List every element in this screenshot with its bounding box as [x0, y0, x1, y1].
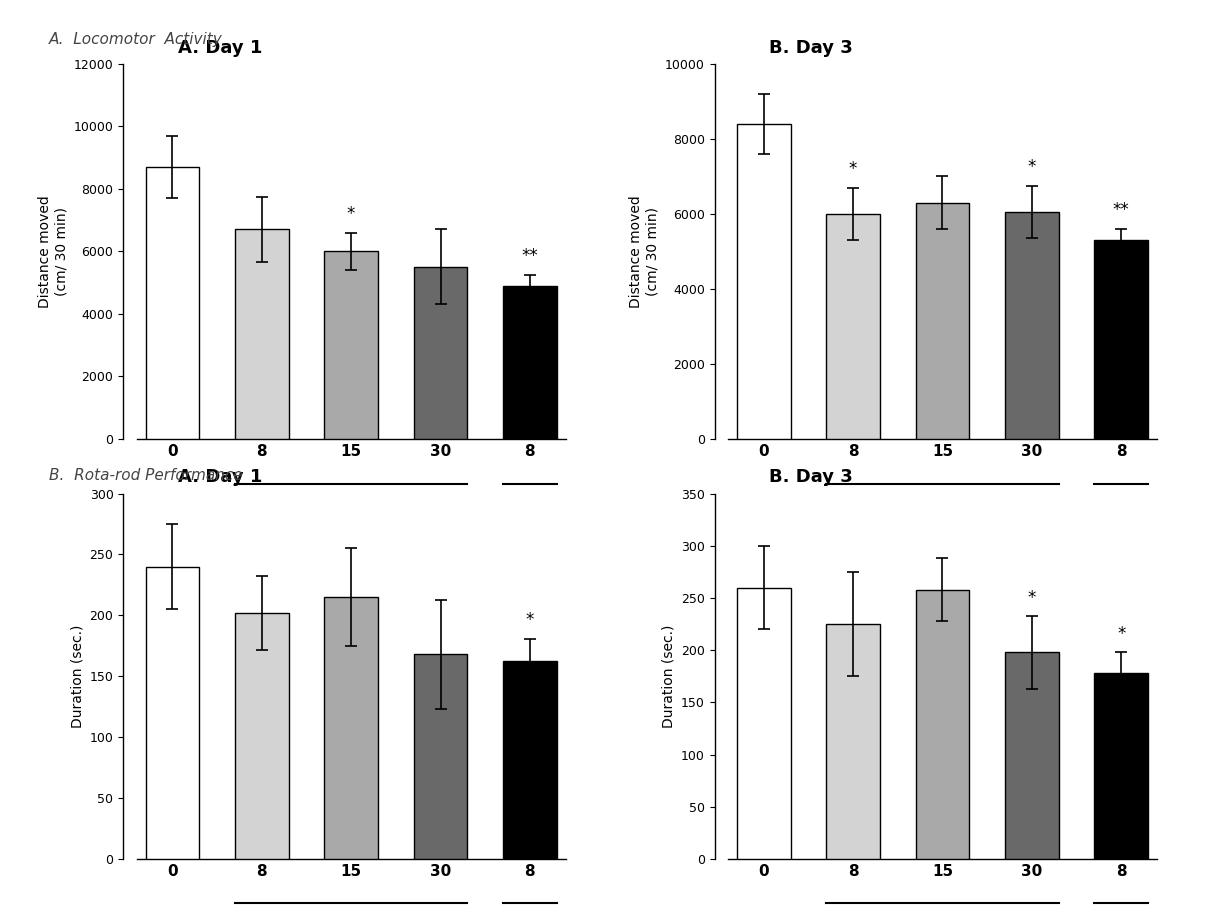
Bar	[414, 267, 467, 439]
Text: A. Day 1: A. Day 1	[177, 39, 262, 57]
Text: **: **	[1112, 201, 1130, 219]
Bar	[737, 588, 791, 859]
Bar	[145, 567, 200, 859]
Text: *: *	[1027, 589, 1036, 607]
Text: 25C-NBOH: 25C-NBOH	[307, 521, 395, 537]
Bar	[1094, 674, 1148, 859]
Bar	[915, 590, 970, 859]
Bar	[737, 124, 791, 439]
Text: *: *	[849, 160, 857, 178]
Text: B.  Rota-rod Performance: B. Rota-rod Performance	[49, 468, 243, 483]
Bar	[324, 597, 378, 859]
Bar	[1005, 653, 1058, 859]
Y-axis label: Distance moved
(cm/ 30 min): Distance moved (cm/ 30 min)	[630, 195, 659, 308]
Text: 25C-NBOH: 25C-NBOH	[898, 521, 987, 537]
Text: A.  Locomotor  Activity: A. Locomotor Activity	[49, 32, 223, 47]
Bar	[503, 661, 557, 859]
Bar	[414, 654, 467, 859]
Text: *: *	[1117, 625, 1125, 643]
Y-axis label: Duration (sec.): Duration (sec.)	[662, 624, 675, 728]
Bar	[145, 167, 200, 439]
Bar	[235, 229, 288, 439]
Bar	[324, 251, 378, 439]
Text: **: **	[521, 248, 538, 265]
Bar	[827, 214, 880, 439]
Y-axis label: Distance moved
(cm/ 30 min): Distance moved (cm/ 30 min)	[38, 195, 68, 308]
Bar	[915, 203, 970, 439]
Text: MA: MA	[1108, 521, 1135, 537]
Bar	[1094, 240, 1148, 439]
Text: *: *	[526, 611, 533, 630]
Text: B. Day 3: B. Day 3	[769, 469, 853, 486]
Bar	[235, 613, 288, 859]
Text: MA: MA	[516, 521, 543, 537]
Text: B. Day 3: B. Day 3	[769, 39, 853, 57]
Text: A. Day 1: A. Day 1	[177, 469, 262, 486]
Bar	[827, 624, 880, 859]
Bar	[1005, 212, 1058, 439]
Y-axis label: Duration (sec.): Duration (sec.)	[70, 624, 84, 728]
Text: *: *	[1027, 158, 1036, 176]
Text: *: *	[347, 206, 355, 223]
Bar	[503, 286, 557, 439]
